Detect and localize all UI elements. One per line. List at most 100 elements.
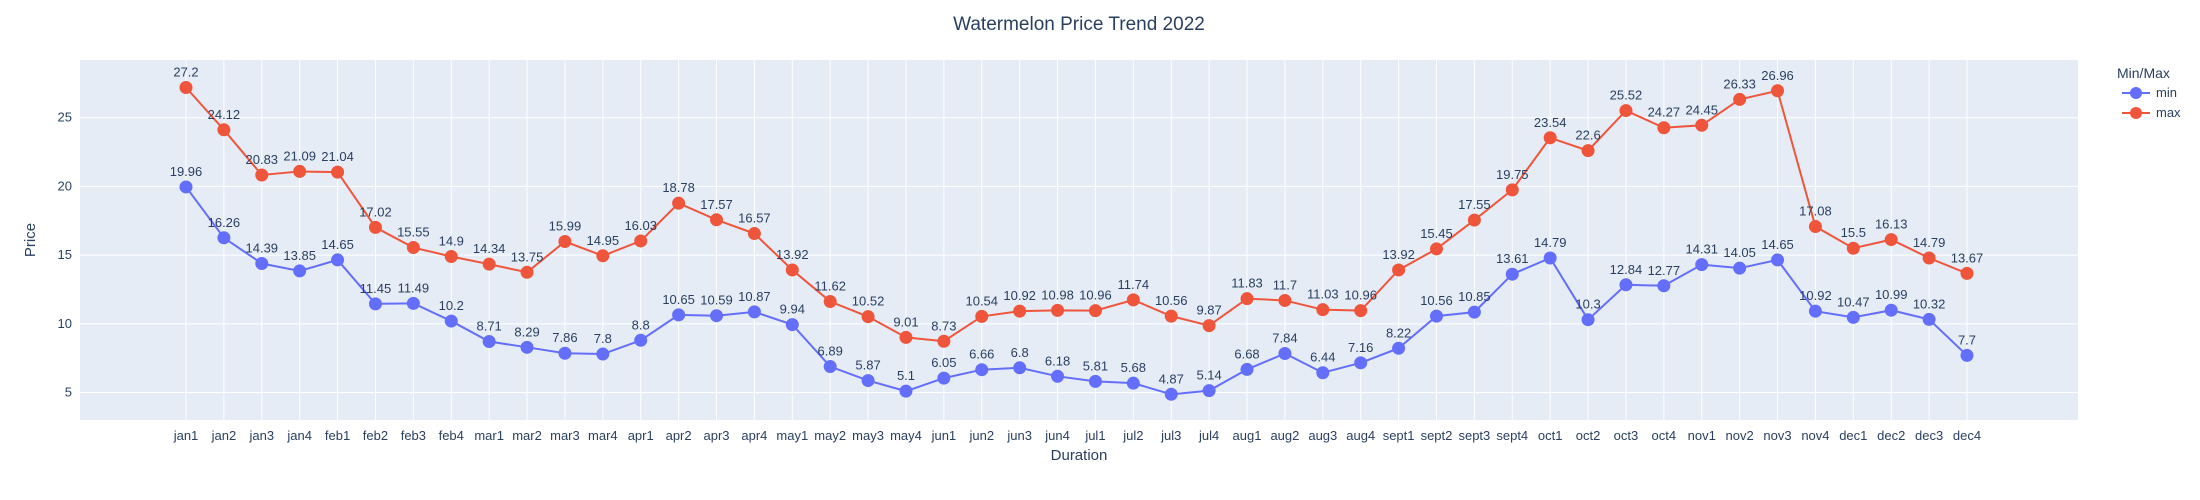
data-point-max[interactable] [1808, 220, 1822, 234]
data-point-max[interactable] [1392, 263, 1406, 277]
data-point-max[interactable] [937, 334, 951, 348]
data-point-min[interactable] [1960, 348, 1974, 362]
data-point-min[interactable] [1354, 356, 1368, 370]
data-point-max[interactable] [1429, 242, 1443, 256]
data-point-max[interactable] [255, 168, 269, 182]
data-point-max[interactable] [1088, 304, 1102, 318]
data-point-max[interactable] [1846, 241, 1860, 255]
data-label-max: 13.75 [511, 249, 544, 264]
data-point-max[interactable] [861, 310, 875, 324]
data-point-max[interactable] [482, 257, 496, 271]
data-point-min[interactable] [1619, 278, 1633, 292]
data-point-min[interactable] [672, 308, 686, 322]
data-point-max[interactable] [558, 235, 572, 249]
data-point-max[interactable] [1695, 118, 1709, 132]
data-point-max[interactable] [747, 227, 761, 241]
data-point-max[interactable] [1771, 84, 1785, 98]
data-point-max[interactable] [1164, 309, 1178, 323]
data-point-min[interactable] [1429, 309, 1443, 323]
data-point-max[interactable] [1960, 266, 1974, 280]
data-point-min[interactable] [710, 309, 724, 323]
data-point-max[interactable] [406, 241, 420, 255]
legend[interactable]: Min/Max min max [2117, 65, 2181, 120]
data-point-min[interactable] [293, 264, 307, 278]
data-point-max[interactable] [596, 249, 610, 263]
data-point-min[interactable] [937, 371, 951, 385]
data-point-max[interactable] [331, 165, 345, 179]
data-point-min[interactable] [1316, 366, 1330, 380]
data-point-min[interactable] [1771, 253, 1785, 267]
data-point-max[interactable] [1581, 144, 1595, 158]
legend-item-min[interactable]: min [2122, 85, 2177, 100]
data-point-min[interactable] [482, 335, 496, 349]
data-point-min[interactable] [899, 384, 913, 398]
data-point-min[interactable] [179, 180, 193, 194]
data-point-min[interactable] [1884, 303, 1898, 317]
data-point-max[interactable] [1733, 92, 1747, 106]
data-point-max[interactable] [785, 263, 799, 277]
data-point-min[interactable] [255, 256, 269, 270]
data-point-max[interactable] [293, 164, 307, 178]
data-point-min[interactable] [1808, 304, 1822, 318]
data-point-max[interactable] [1316, 303, 1330, 317]
data-point-max[interactable] [1467, 213, 1481, 227]
data-point-min[interactable] [747, 305, 761, 319]
data-point-max[interactable] [1922, 251, 1936, 265]
data-point-max[interactable] [823, 295, 837, 309]
data-point-min[interactable] [217, 231, 231, 245]
data-point-max[interactable] [179, 80, 193, 94]
data-point-min[interactable] [1202, 384, 1216, 398]
data-point-min[interactable] [1733, 261, 1747, 275]
data-point-max[interactable] [1126, 293, 1140, 307]
data-point-max[interactable] [520, 265, 534, 279]
data-point-min[interactable] [634, 333, 648, 347]
data-point-min[interactable] [558, 346, 572, 360]
data-point-max[interactable] [1505, 183, 1519, 197]
data-point-max[interactable] [217, 123, 231, 137]
data-point-min[interactable] [1164, 387, 1178, 401]
data-point-min[interactable] [785, 318, 799, 332]
data-point-min[interactable] [406, 296, 420, 310]
data-point-max[interactable] [634, 234, 648, 248]
data-point-min[interactable] [1240, 362, 1254, 376]
data-point-min[interactable] [1467, 305, 1481, 319]
data-point-max[interactable] [672, 196, 686, 210]
data-point-min[interactable] [1088, 374, 1102, 388]
data-point-min[interactable] [1922, 312, 1936, 326]
data-point-min[interactable] [1278, 346, 1292, 360]
data-point-max[interactable] [1013, 304, 1027, 318]
data-point-max[interactable] [1278, 293, 1292, 307]
data-point-min[interactable] [1581, 313, 1595, 327]
data-point-max[interactable] [1619, 104, 1633, 118]
data-point-min[interactable] [1392, 341, 1406, 355]
data-point-min[interactable] [1051, 369, 1065, 383]
data-point-min[interactable] [1126, 376, 1140, 390]
data-point-min[interactable] [1505, 267, 1519, 281]
data-point-min[interactable] [444, 314, 458, 328]
data-point-max[interactable] [1051, 303, 1065, 317]
data-point-max[interactable] [899, 330, 913, 344]
data-point-min[interactable] [596, 347, 610, 361]
data-point-max[interactable] [1240, 292, 1254, 306]
data-point-min[interactable] [1657, 279, 1671, 293]
data-point-max[interactable] [1884, 233, 1898, 247]
data-point-min[interactable] [861, 374, 875, 388]
data-point-max[interactable] [1354, 304, 1368, 318]
data-point-min[interactable] [1846, 310, 1860, 324]
data-point-min[interactable] [823, 360, 837, 374]
data-point-max[interactable] [444, 249, 458, 263]
data-point-min[interactable] [368, 297, 382, 311]
data-point-max[interactable] [1657, 121, 1671, 135]
data-point-max[interactable] [368, 220, 382, 234]
data-point-max[interactable] [710, 213, 724, 227]
data-point-max[interactable] [1543, 131, 1557, 145]
data-point-max[interactable] [1202, 319, 1216, 333]
data-point-min[interactable] [520, 340, 534, 354]
data-point-min[interactable] [1543, 251, 1557, 265]
data-point-min[interactable] [1695, 258, 1709, 272]
data-point-max[interactable] [975, 309, 989, 323]
data-point-min[interactable] [975, 363, 989, 377]
data-point-min[interactable] [1013, 361, 1027, 375]
data-point-min[interactable] [331, 253, 345, 267]
legend-item-max[interactable]: max [2122, 105, 2181, 120]
